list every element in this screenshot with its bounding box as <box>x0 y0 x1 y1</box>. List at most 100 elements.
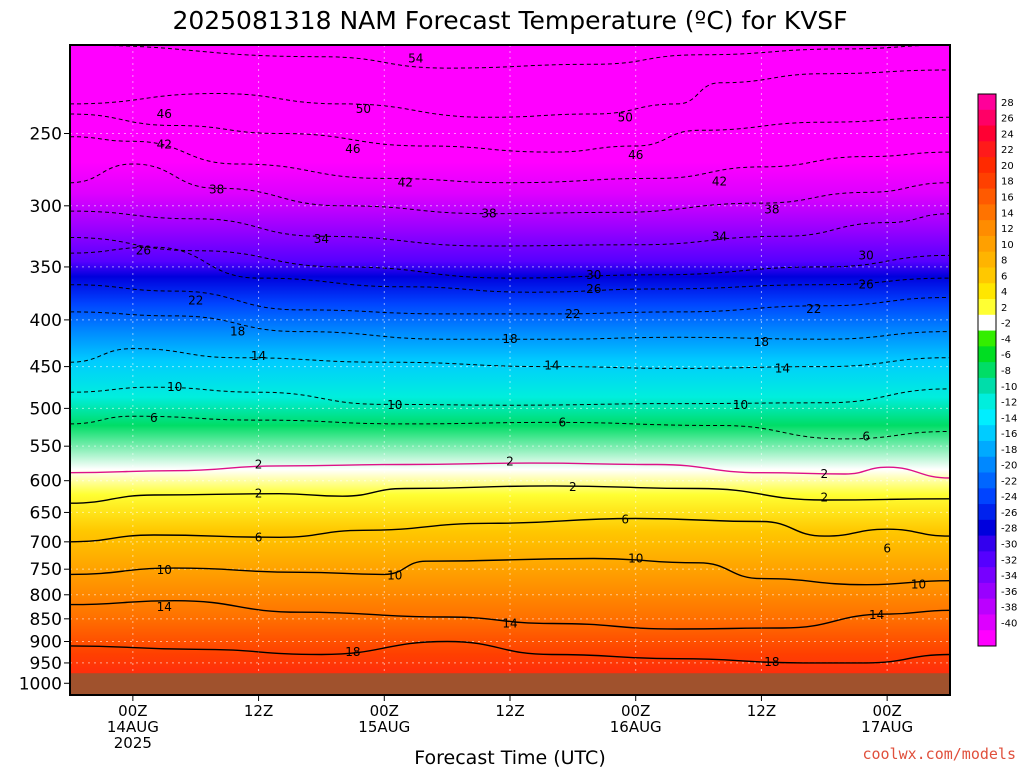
contour-label: 6 <box>559 415 567 429</box>
contour-label: 2 <box>255 487 263 501</box>
colorbar-swatch <box>978 235 996 253</box>
contour-label: 18 <box>345 645 360 659</box>
contour-label: 14 <box>157 600 172 614</box>
y-tick-label: 450 <box>30 358 62 378</box>
x-tick-label: 00Z <box>872 702 901 720</box>
colorbar-label: -24 <box>1001 492 1017 503</box>
y-tick-label: 1000 <box>19 674 62 694</box>
contour-label: 22 <box>188 294 203 308</box>
contour-label: 30 <box>586 268 601 282</box>
contour-label: 14 <box>775 361 790 375</box>
y-tick-label: 400 <box>30 311 62 331</box>
colorbar-label: -16 <box>1001 429 1017 440</box>
contour-label: 2 <box>569 480 577 494</box>
contour-label: 38 <box>764 203 779 217</box>
contour-label: 50 <box>356 102 371 116</box>
colorbar-swatch <box>978 377 996 395</box>
colorbar-label: -20 <box>1001 461 1017 472</box>
contour-label: 42 <box>398 176 413 190</box>
colorbar-frame <box>977 93 997 647</box>
colorbar-label: -10 <box>1001 382 1017 393</box>
colorbar-label: 10 <box>1001 240 1014 251</box>
colorbar-swatch <box>978 425 996 442</box>
y-tick-label: 350 <box>30 258 62 278</box>
contour-label: 2 <box>820 491 828 505</box>
colorbar-swatch <box>978 582 996 600</box>
isotherm-line <box>70 386 950 406</box>
x-tick-label: 14AUG <box>107 718 159 736</box>
colorbar-label: -12 <box>1001 398 1017 409</box>
colorbar-label: 14 <box>1001 208 1014 219</box>
x-tick-label: 12Z <box>495 702 524 720</box>
colorbar-swatch <box>978 188 996 205</box>
isotherm-line <box>70 45 950 69</box>
y-tick-label: 750 <box>30 560 62 580</box>
colorbar-label: -26 <box>1001 508 1017 519</box>
contour-label: 54 <box>408 52 423 66</box>
colorbar-label: 20 <box>1001 161 1014 172</box>
x-axis-label: Forecast Time (UTC) <box>414 747 605 768</box>
colorbar-label: -4 <box>1001 334 1011 345</box>
site-credit[interactable]: coolwx.com/models <box>862 745 1016 763</box>
isotherm-line <box>70 163 950 215</box>
colorbar-swatch <box>978 94 996 111</box>
colorbar-label: 4 <box>1001 287 1007 298</box>
colorbar-swatch <box>978 220 996 237</box>
contour-label: 38 <box>481 207 496 221</box>
colorbar-swatch <box>978 330 996 347</box>
contour-label: 6 <box>255 530 263 544</box>
contour-label: 26 <box>136 244 151 258</box>
colorbar-label: -40 <box>1001 618 1017 629</box>
contour-label: 30 <box>859 248 874 262</box>
contour-label: 10 <box>733 398 748 412</box>
contour-label: 46 <box>628 148 643 162</box>
colorbar-swatch <box>978 440 996 458</box>
colorbar-swatch <box>978 299 996 316</box>
colorbar-label: 2 <box>1001 303 1007 314</box>
isotherm-line <box>70 485 950 504</box>
isotherm-line <box>70 348 950 369</box>
contour-label: 6 <box>883 542 891 556</box>
y-tick-label: 950 <box>30 654 62 674</box>
contour-label: 42 <box>712 174 727 188</box>
colorbar-swatch <box>978 314 996 332</box>
colorbar-label: -2 <box>1001 319 1011 330</box>
isotherm-line <box>70 311 950 340</box>
colorbar-swatch <box>978 409 996 426</box>
contour-label: 10 <box>387 568 402 582</box>
colorbar-label: -8 <box>1001 366 1011 377</box>
y-tick-label: 500 <box>30 399 62 419</box>
contour-label: 26 <box>586 282 601 296</box>
colorbar-swatch <box>978 456 996 474</box>
contour-label: 34 <box>712 229 727 243</box>
colorbar-label: 26 <box>1001 114 1014 125</box>
colorbar-label: -18 <box>1001 445 1017 456</box>
isotherm-line <box>70 599 950 630</box>
colorbar-swatch <box>978 551 996 568</box>
y-tick-label: 700 <box>30 533 62 553</box>
colorbar: 28 26 24 22 20 18 16 14 12 10 8 6 4 2 -2 -4 -6 -8 -10 -12 -1… <box>977 93 1017 647</box>
contour-label: 34 <box>314 232 329 246</box>
x-tick-label: 2025 <box>114 734 152 752</box>
contour-label: 6 <box>621 513 629 527</box>
colorbar-swatch <box>978 504 996 521</box>
isotherm-line <box>70 246 950 293</box>
colorbar-label: -6 <box>1001 350 1011 361</box>
contour-label: 50 <box>618 110 633 124</box>
colorbar-swatch <box>978 598 996 615</box>
colorbar-label: 24 <box>1001 129 1014 140</box>
isotherm-line <box>70 237 950 279</box>
colorbar-swatch <box>978 141 996 158</box>
contour-label: 18 <box>230 325 245 339</box>
colorbar-label: 18 <box>1001 177 1014 188</box>
contour-label: 22 <box>806 302 821 316</box>
contour-label: 46 <box>345 142 360 156</box>
colorbar-swatch <box>978 472 996 489</box>
colorbar-swatch <box>978 204 996 221</box>
colorbar-swatch <box>978 535 996 552</box>
ground-below-surface <box>70 673 950 695</box>
colorbar-swatch <box>978 393 996 410</box>
contour-label: 18 <box>502 332 517 346</box>
